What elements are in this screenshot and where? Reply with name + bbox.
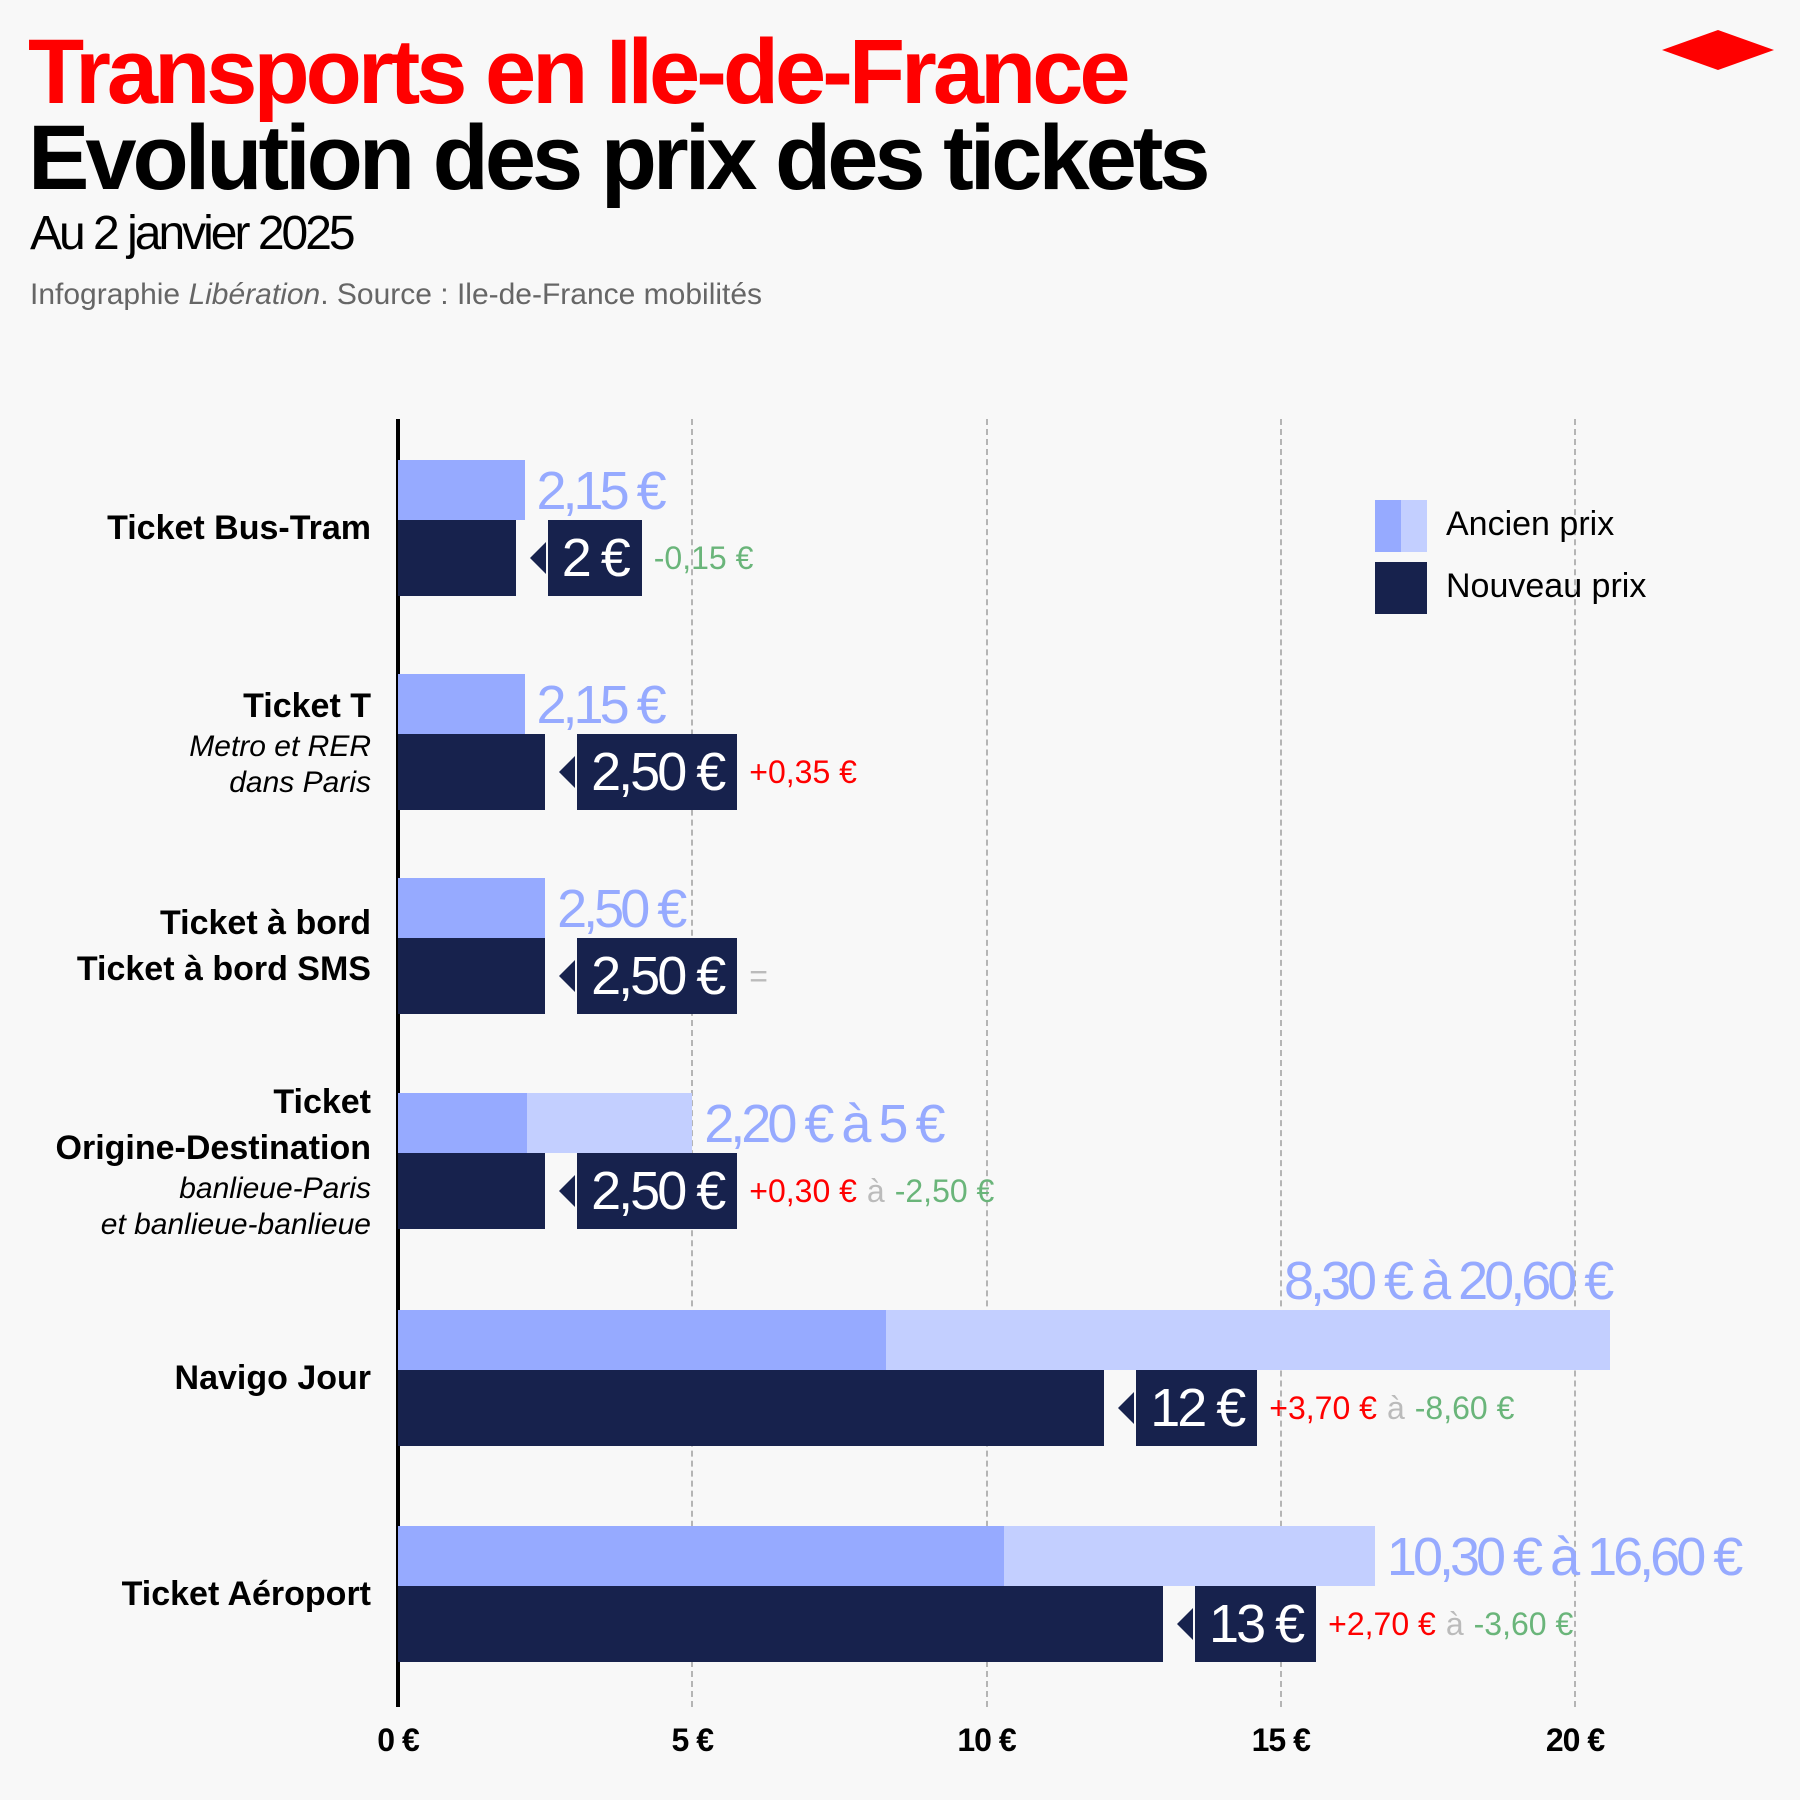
old-price-label: 2,50 € [557,879,687,939]
y-axis-line [396,419,400,1707]
price-change-part: +2,70 € [1328,1605,1436,1642]
x-tick-label: 15 € [1251,1722,1311,1758]
gridline [691,419,694,1707]
price-change-part: +0,35 € [749,753,857,790]
category-label-line: et banlieue-banlieue [100,1208,371,1241]
legend-swatch-new [1375,562,1427,614]
category-label: Ticket à bord Ticket à bord SMS [77,900,371,992]
legend-label-old: Ancien prix [1446,505,1615,543]
price-change: -0,15 € [654,520,754,596]
old-price-bar [398,460,525,520]
price-change-part: à [866,1172,885,1209]
category-label: Navigo Jour [175,1355,371,1401]
x-tick-label: 10 € [957,1722,1016,1758]
old-price-bar [398,878,546,938]
old-price-label: 10,30 € à 16,60 € [1386,1527,1743,1587]
gridline [1279,419,1282,1707]
new-price-bar [398,1153,546,1229]
title: Transports en Ile-de-France [28,21,1131,123]
pointer-arrow-icon [559,1175,576,1207]
price-change: +3,70 € à -8,60 € [1269,1370,1514,1446]
old-price-label: 2,15 € [536,675,667,735]
old-price-label: 2,20 € à 5 € [704,1094,945,1154]
price-change: +0,35 € [749,734,857,810]
old-price-bar [398,1310,887,1370]
new-price-label: 2,50 € [577,734,738,810]
x-tick-label: 20 € [1545,1722,1605,1758]
category-label-line: Ticket [273,1083,371,1121]
old-price-bar [398,1093,528,1153]
category-label-line: Metro et RER [189,730,371,763]
price-change-part: à [1386,1389,1405,1426]
gridline [985,419,988,1707]
legend-label-new: Nouveau prix [1446,567,1647,605]
old-price-range-bar [886,1310,1611,1370]
old-price-label: 8,30 € à 20,60 € [1283,1251,1614,1311]
price-change-part: +0,30 € [749,1172,857,1209]
category-label: Ticket Aéroport [122,1571,371,1617]
price-change-part: +3,70 € [1269,1389,1377,1426]
new-price-label: 13 € [1195,1586,1317,1662]
old-price-range-bar [527,1093,693,1153]
old-price-label: 2,15 € [536,461,667,521]
category-label-line: banlieue-Paris [179,1172,371,1205]
new-price-bar [398,1370,1105,1446]
new-price-label: 2 € [547,520,642,596]
new-price-bar [398,1586,1164,1662]
price-change-part: = [749,957,768,994]
price-change: = [749,938,768,1014]
liberation-diamond-logo-icon [1662,30,1774,70]
source-suffix: . Source : Ile-de-France mobilités [320,278,763,311]
category-label-line: Ticket Bus-Tram [107,509,371,547]
new-price-label: 12 € [1136,1370,1258,1446]
pointer-arrow-icon [1118,1392,1135,1424]
subtitle: Evolution des prix des tickets [28,107,1211,209]
category-label-line: Ticket T [243,687,371,725]
price-change-part: -3,60 € [1473,1605,1574,1642]
price-change: +0,30 € à -2,50 € [749,1153,994,1229]
pointer-arrow-icon [559,756,576,788]
x-tick-label: 0 € [377,1722,419,1758]
price-change-part: à [1445,1605,1464,1642]
legend-swatch-old-range [1401,500,1427,552]
category-label-line: Ticket à bord SMS [76,950,371,988]
category-label: Ticket Origine-Destination banlieue-Paris e… [56,1079,371,1243]
price-change-part: -0,15 € [653,539,754,576]
new-price-label: 2,50 € [577,1153,738,1229]
category-label-line: Navigo Jour [174,1359,371,1397]
new-price-bar [398,938,546,1014]
category-label-line: Ticket à bord [160,904,371,942]
pointer-arrow-icon [1177,1608,1194,1640]
source-line: Infographie Libération. Source : Ile-de-… [30,278,762,312]
old-price-range-bar [1004,1526,1375,1586]
price-change-part: -8,60 € [1414,1389,1515,1426]
new-price-bar [398,520,516,596]
category-label-line: Origine-Destination [55,1129,371,1167]
legend-swatch-old [1375,500,1401,552]
category-label-line: dans Paris [229,766,371,799]
category-label: Ticket Bus-Tram [107,505,371,551]
new-price-label: 2,50 € [577,938,738,1014]
old-price-bar [398,674,525,734]
pointer-arrow-icon [529,542,546,574]
source-prefix: Infographie [30,278,189,311]
new-price-bar [398,734,546,810]
pointer-arrow-icon [559,960,576,992]
source-brand: Libération [188,278,321,311]
price-change-part: -2,50 € [894,1172,995,1209]
old-price-bar [398,1526,1005,1586]
gridline [1574,419,1576,1707]
price-change: +2,70 € à -3,60 € [1328,1586,1573,1662]
category-label: Ticket T Metro et RER dans Paris [189,683,371,801]
category-label-line: Ticket Aéroport [121,1575,371,1613]
date-label: Au 2 janvier 2025 [30,207,356,260]
x-tick-label: 5 € [671,1722,714,1758]
